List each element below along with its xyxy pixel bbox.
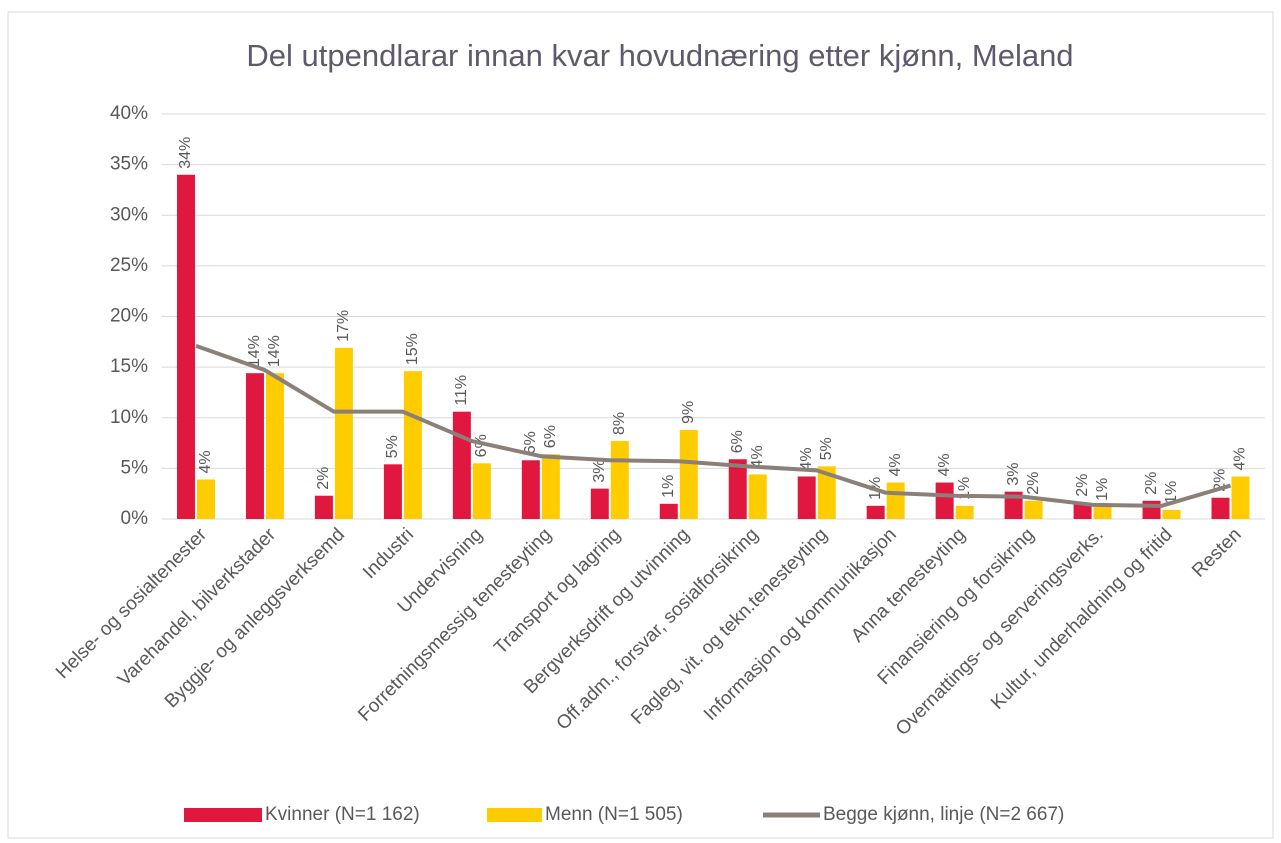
line (195, 343, 1232, 508)
value-label: 1% (1163, 481, 1180, 504)
y-tick-label: 40% (110, 103, 148, 124)
value-label: 4% (887, 453, 904, 476)
value-label: 14% (246, 335, 263, 367)
bar (935, 482, 954, 519)
bar (1024, 500, 1043, 519)
bar (383, 464, 402, 519)
legend-label: Begge kjønn, linje (N=2 667) (823, 804, 1064, 825)
value-label: 34% (177, 137, 194, 169)
legend-swatch (184, 808, 262, 822)
bar (1211, 497, 1230, 519)
bar (797, 476, 816, 519)
value-label: 4% (749, 445, 766, 468)
bar (659, 503, 678, 519)
bar (955, 505, 974, 519)
bar (521, 460, 540, 519)
bar (728, 459, 747, 519)
bar (403, 371, 422, 519)
bar (452, 411, 471, 519)
bar (610, 441, 629, 519)
value-label: 2% (1025, 472, 1042, 495)
value-label: 17% (335, 310, 352, 342)
value-label: 3% (1005, 463, 1022, 486)
value-label: 4% (936, 453, 953, 476)
value-label: 8% (611, 412, 628, 435)
y-tick-label: 5% (121, 457, 149, 478)
bar (817, 466, 836, 519)
y-tick-label: 35% (110, 154, 148, 175)
y-tick-label: 25% (110, 255, 148, 276)
bar (748, 474, 767, 519)
legend-swatch (487, 808, 542, 822)
bar (866, 505, 885, 519)
value-label: 11% (453, 375, 470, 406)
bar (590, 488, 609, 519)
value-label: 2% (315, 467, 332, 490)
value-label: 3% (591, 460, 608, 483)
chart-border (7, 11, 1274, 839)
bar (245, 373, 264, 519)
value-label: 6% (542, 425, 559, 448)
legend-label: Kvinner (N=1 162) (265, 804, 420, 825)
bar (1162, 509, 1181, 519)
bar (1142, 500, 1161, 519)
y-tick-label: 10% (110, 407, 148, 428)
chart-title: Del utpendlarar innan kvar hovudnæring e… (246, 38, 1073, 73)
value-label: 6% (473, 434, 490, 457)
bar (1093, 506, 1112, 519)
value-label: 9% (680, 401, 697, 424)
bar (196, 479, 215, 519)
bar (265, 373, 284, 519)
value-label: 5% (384, 435, 401, 458)
bar (1231, 476, 1250, 519)
bar (472, 463, 491, 519)
value-label: 14% (266, 335, 283, 367)
value-label: 15% (404, 333, 421, 365)
value-label: 1% (660, 475, 677, 498)
value-label: 1% (1094, 478, 1111, 501)
value-label: 4% (798, 447, 815, 470)
value-label: 4% (1232, 447, 1249, 470)
bar (334, 347, 353, 519)
bar (176, 174, 195, 519)
bar (541, 454, 560, 519)
bar (314, 495, 333, 519)
value-label: 6% (522, 431, 539, 454)
bar (886, 482, 905, 519)
value-label: 2% (1074, 474, 1091, 497)
value-label: 4% (197, 450, 214, 473)
bar (1073, 502, 1092, 519)
bar (679, 429, 698, 519)
value-label: 2% (1143, 472, 1160, 495)
y-tick-label: 0% (121, 508, 149, 529)
y-tick-label: 30% (110, 204, 148, 225)
value-label: 5% (818, 437, 835, 460)
y-tick-label: 15% (110, 356, 148, 377)
value-label: 6% (729, 430, 746, 453)
y-tick-label: 20% (110, 306, 148, 327)
legend-label: Menn (N=1 505) (545, 804, 683, 825)
